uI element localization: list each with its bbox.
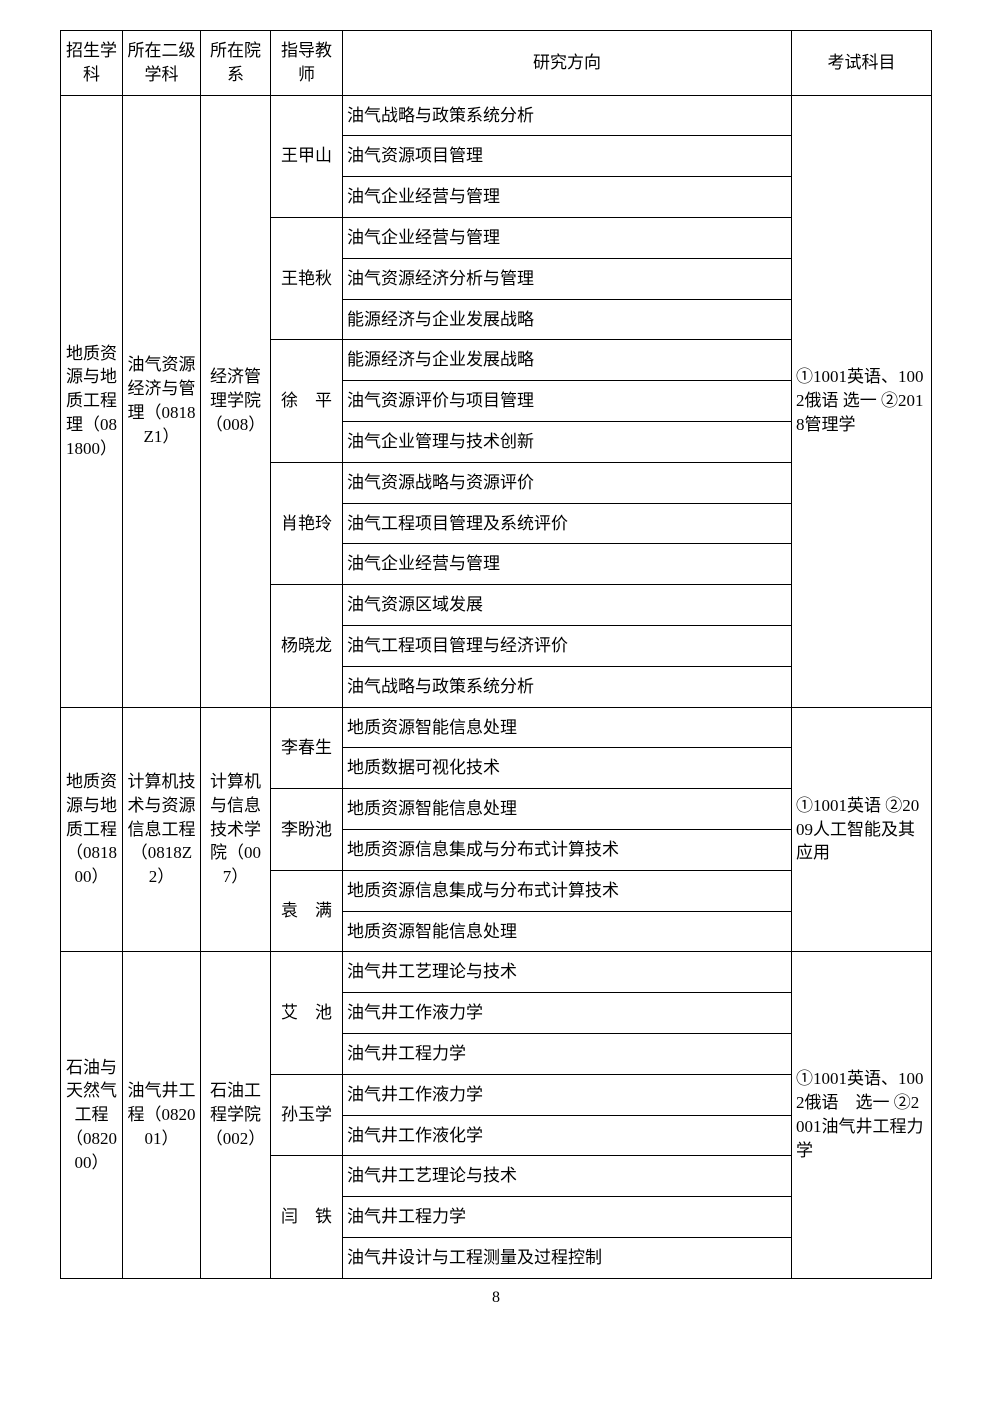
direction-cell: 油气井工作液化学 xyxy=(343,1115,792,1156)
header-advisor: 指导教师 xyxy=(271,31,343,96)
enroll-cell: 地质资源与地质工程理（081800） xyxy=(61,95,123,707)
direction-cell: 油气井工艺理论与技术 xyxy=(343,1156,792,1197)
direction-cell: 油气资源项目管理 xyxy=(343,136,792,177)
sub2-cell: 油气资源经济与管理（0818Z1） xyxy=(123,95,201,707)
advisor-cell: 李盼池 xyxy=(271,789,343,871)
header-sub2: 所在二级学科 xyxy=(123,31,201,96)
direction-cell: 油气企业管理与技术创新 xyxy=(343,421,792,462)
direction-cell: 油气企业经营与管理 xyxy=(343,544,792,585)
exam-cell: ①1001英语 ②2009人工智能及其应用 xyxy=(792,707,932,952)
direction-cell: 油气井工作液力学 xyxy=(343,993,792,1034)
direction-cell: 油气井工程力学 xyxy=(343,1033,792,1074)
page-number: 8 xyxy=(60,1289,932,1307)
advisor-cell: 李春生 xyxy=(271,707,343,789)
header-dept: 所在院系 xyxy=(201,31,271,96)
direction-cell: 油气井工艺理论与技术 xyxy=(343,952,792,993)
direction-cell: 能源经济与企业发展战略 xyxy=(343,340,792,381)
direction-cell: 地质资源智能信息处理 xyxy=(343,911,792,952)
header-direction: 研究方向 xyxy=(343,31,792,96)
direction-cell: 油气企业经营与管理 xyxy=(343,217,792,258)
advisor-cell: 肖艳玲 xyxy=(271,462,343,584)
direction-cell: 油气资源区域发展 xyxy=(343,585,792,626)
direction-cell: 地质资源信息集成与分布式计算技术 xyxy=(343,870,792,911)
direction-cell: 地质数据可视化技术 xyxy=(343,748,792,789)
advisor-cell: 艾 池 xyxy=(271,952,343,1074)
direction-cell: 油气战略与政策系统分析 xyxy=(343,666,792,707)
dept-cell: 石油工程学院（002） xyxy=(201,952,271,1278)
enroll-cell: 石油与天然气工程（082000） xyxy=(61,952,123,1278)
sub2-cell: 油气井工程（082001） xyxy=(123,952,201,1278)
direction-cell: 油气资源战略与资源评价 xyxy=(343,462,792,503)
main-table: 招生学科 所在二级学科 所在院系 指导教师 研究方向 考试科目 地质资源与地质工… xyxy=(60,30,932,1279)
advisor-cell: 孙玉学 xyxy=(271,1074,343,1156)
advisor-cell: 徐 平 xyxy=(271,340,343,462)
dept-cell: 计算机与信息技术学院（007） xyxy=(201,707,271,952)
exam-cell: ①1001英语、1002俄语 选一 ②2018管理学 xyxy=(792,95,932,707)
advisor-cell: 王艳秋 xyxy=(271,217,343,339)
direction-cell: 油气井工作液力学 xyxy=(343,1074,792,1115)
direction-cell: 油气工程项目管理及系统评价 xyxy=(343,503,792,544)
direction-cell: 地质资源智能信息处理 xyxy=(343,707,792,748)
direction-cell: 地质资源智能信息处理 xyxy=(343,789,792,830)
enroll-cell: 地质资源与地质工程（081800） xyxy=(61,707,123,952)
exam-cell: ①1001英语、1002俄语 选一 ②2001油气井工程力学 xyxy=(792,952,932,1278)
advisor-cell: 王甲山 xyxy=(271,95,343,217)
direction-cell: 油气资源评价与项目管理 xyxy=(343,381,792,422)
dept-cell: 经济管理学院（008） xyxy=(201,95,271,707)
table-row: 地质资源与地质工程理（081800）油气资源经济与管理（0818Z1）经济管理学… xyxy=(61,95,932,136)
advisor-cell: 袁 满 xyxy=(271,870,343,952)
direction-cell: 油气资源经济分析与管理 xyxy=(343,258,792,299)
advisor-cell: 闫 铁 xyxy=(271,1156,343,1278)
sub2-cell: 计算机技术与资源信息工程（0818Z2） xyxy=(123,707,201,952)
direction-cell: 油气井工程力学 xyxy=(343,1197,792,1238)
direction-cell: 油气井设计与工程测量及过程控制 xyxy=(343,1237,792,1278)
direction-cell: 地质资源信息集成与分布式计算技术 xyxy=(343,829,792,870)
advisor-cell: 杨晓龙 xyxy=(271,585,343,707)
header-exam: 考试科目 xyxy=(792,31,932,96)
direction-cell: 油气工程项目管理与经济评价 xyxy=(343,625,792,666)
direction-cell: 能源经济与企业发展战略 xyxy=(343,299,792,340)
header-enroll: 招生学科 xyxy=(61,31,123,96)
table-row: 地质资源与地质工程（081800）计算机技术与资源信息工程（0818Z2）计算机… xyxy=(61,707,932,748)
direction-cell: 油气企业经营与管理 xyxy=(343,177,792,218)
direction-cell: 油气战略与政策系统分析 xyxy=(343,95,792,136)
table-row: 石油与天然气工程（082000）油气井工程（082001）石油工程学院（002）… xyxy=(61,952,932,993)
